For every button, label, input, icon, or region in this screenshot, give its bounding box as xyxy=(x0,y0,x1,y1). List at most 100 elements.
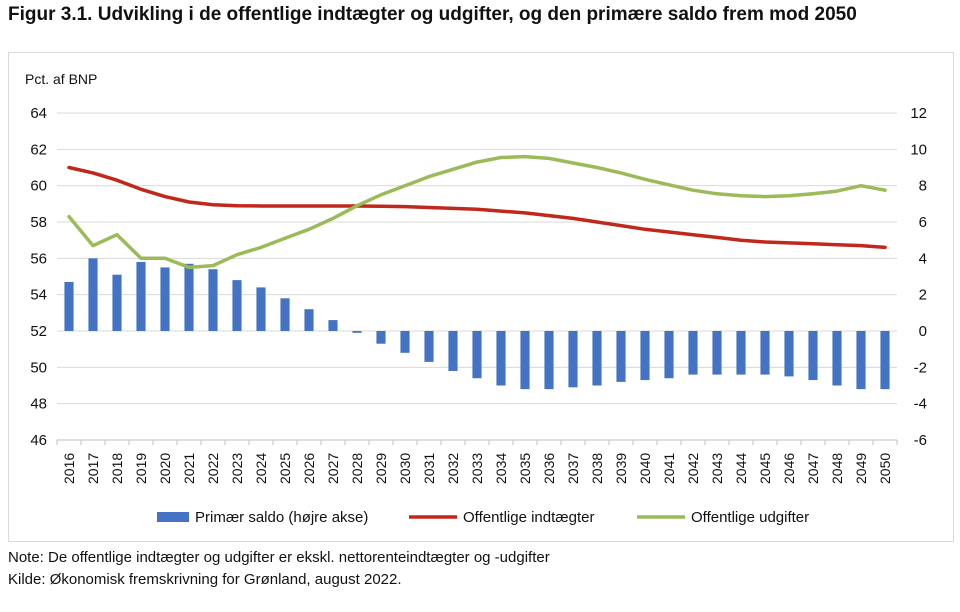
x-tick-label: 2047 xyxy=(805,453,821,484)
y-left-tick-label: 50 xyxy=(30,359,47,376)
legend-item-offentlige-indtaegter: Offentlige indtægter xyxy=(463,509,594,526)
y-left-tick-label: 62 xyxy=(30,141,47,158)
legend-swatch-bar xyxy=(157,512,189,522)
figure-note: Note: De offentlige indtægter og udgifte… xyxy=(8,549,550,566)
y-right-tick-label: 0 xyxy=(919,323,927,340)
figure-source: Kilde: Økonomisk fremskrivning for Grønl… xyxy=(8,571,402,588)
y-right-tick-label: 12 xyxy=(910,105,927,122)
bar-primaer-saldo xyxy=(400,331,410,353)
bar-primaer-saldo xyxy=(640,331,650,381)
bar-primaer-saldo xyxy=(784,331,794,377)
bar-primaer-saldo xyxy=(304,309,314,331)
bar-primaer-saldo xyxy=(856,331,866,390)
x-tick-label: 2038 xyxy=(589,453,605,484)
y-right-tick-label: -6 xyxy=(914,432,927,449)
bar-primaer-saldo xyxy=(88,258,98,331)
y-right-tick-label: 4 xyxy=(919,250,927,267)
bar-primaer-saldo xyxy=(376,331,386,344)
x-tick-label: 2043 xyxy=(709,453,725,484)
bar-primaer-saldo xyxy=(808,331,818,381)
y-right-tick-label: -2 xyxy=(914,359,927,376)
bar-primaer-saldo xyxy=(232,280,242,331)
bar-primaer-saldo xyxy=(256,287,266,331)
bar-primaer-saldo xyxy=(496,331,506,386)
bar-primaer-saldo xyxy=(280,298,290,331)
x-tick-label: 2022 xyxy=(205,453,221,484)
line-offentlige-udgifter xyxy=(67,154,887,270)
bar-primaer-saldo xyxy=(472,331,482,379)
x-tick-label: 2037 xyxy=(565,453,581,484)
line-series xyxy=(67,154,887,270)
x-tick-label: 2016 xyxy=(61,453,77,484)
x-tick-label: 2026 xyxy=(301,453,317,484)
bar-primaer-saldo xyxy=(64,281,74,331)
y-left-tick-label: 48 xyxy=(30,396,47,413)
bar-primaer-saldo xyxy=(352,331,362,333)
bar-primaer-saldo xyxy=(712,331,722,375)
x-tick-label: 2044 xyxy=(733,453,749,484)
x-tick-label: 2050 xyxy=(877,453,893,484)
x-tick-label: 2025 xyxy=(277,453,293,484)
chart-frame: 64 12 62 10 60 8 58 6 56 4 54 2 52 0 50 -2 48 -4 46 -6 2016 2… xyxy=(8,52,954,542)
bar-primaer-saldo xyxy=(664,331,674,379)
bar-primaer-saldo xyxy=(544,331,554,390)
bar-primaer-saldo xyxy=(112,274,122,331)
figure-title: Figur 3.1. Udvikling i de offentlige ind… xyxy=(8,4,857,25)
x-tick-label: 2042 xyxy=(685,453,701,484)
y-axis-label: Pct. af BNP xyxy=(25,71,97,87)
bar-primaer-saldo xyxy=(568,331,578,388)
x-tick-label: 2030 xyxy=(397,453,413,484)
bar-primaer-saldo xyxy=(616,331,626,382)
chart: 64 12 62 10 60 8 58 6 56 4 54 2 52 0 50 -2 48 -4 46 -6 2016 2… xyxy=(25,71,927,526)
legend: Primær saldo (højre akse) Offentlige indt… xyxy=(157,509,809,526)
bar-primaer-saldo xyxy=(208,269,218,331)
y-right-tick-label: 10 xyxy=(910,141,927,158)
y-left-tick-label: 46 xyxy=(30,432,47,449)
bar-primaer-saldo xyxy=(688,331,698,375)
bar-primaer-saldo xyxy=(592,331,602,386)
y-left-tick-label: 60 xyxy=(30,178,47,195)
x-tick-label: 2028 xyxy=(349,453,365,484)
x-tick-label: 2041 xyxy=(661,453,677,484)
axes: 64 12 62 10 60 8 58 6 56 4 54 2 52 0 50 -2 48 -4 46 -6 2016 2… xyxy=(30,105,927,484)
x-tick-label: 2033 xyxy=(469,453,485,484)
bar-primaer-saldo xyxy=(328,320,338,331)
bar-primaer-saldo xyxy=(520,331,530,390)
y-left-tick-label: 54 xyxy=(30,287,47,304)
x-tick-label: 2019 xyxy=(133,453,149,484)
x-tick-label: 2039 xyxy=(613,453,629,484)
bar-primaer-saldo xyxy=(832,331,842,386)
y-right-tick-label: -4 xyxy=(914,396,927,413)
line-offentlige-indtaegter xyxy=(67,165,887,250)
bar-primaer-saldo xyxy=(424,331,434,362)
x-tick-label: 2024 xyxy=(253,453,269,484)
x-tick-label: 2020 xyxy=(157,453,173,484)
x-tick-label: 2034 xyxy=(493,453,509,484)
x-tick-label: 2036 xyxy=(541,453,557,484)
legend-item-offentlige-udgifter: Offentlige udgifter xyxy=(691,509,809,526)
y-left-tick-label: 58 xyxy=(30,214,47,231)
x-tick-label: 2046 xyxy=(781,453,797,484)
x-tick-label: 2023 xyxy=(229,453,245,484)
bar-primaer-saldo xyxy=(736,331,746,375)
x-tick-label: 2040 xyxy=(637,453,653,484)
x-tick-label: 2017 xyxy=(85,453,101,484)
x-tick-label: 2035 xyxy=(517,453,533,484)
x-tick-label: 2049 xyxy=(853,453,869,484)
y-left-tick-label: 56 xyxy=(30,250,47,267)
x-tick-label: 2045 xyxy=(757,453,773,484)
y-right-tick-label: 6 xyxy=(919,214,927,231)
y-right-tick-label: 2 xyxy=(919,287,927,304)
y-left-tick-label: 64 xyxy=(30,105,47,122)
x-tick-label: 2027 xyxy=(325,453,341,484)
bar-primaer-saldo xyxy=(760,331,770,375)
x-tick-label: 2029 xyxy=(373,453,389,484)
x-tick-label: 2031 xyxy=(421,453,437,484)
x-tick-label: 2018 xyxy=(109,453,125,484)
bar-primaer-saldo xyxy=(880,331,890,390)
bar-primaer-saldo xyxy=(136,261,146,331)
y-right-tick-label: 8 xyxy=(919,178,927,195)
legend-item-primaer-saldo: Primær saldo (højre akse) xyxy=(195,509,368,526)
x-tick-label: 2032 xyxy=(445,453,461,484)
bar-primaer-saldo xyxy=(160,267,170,331)
